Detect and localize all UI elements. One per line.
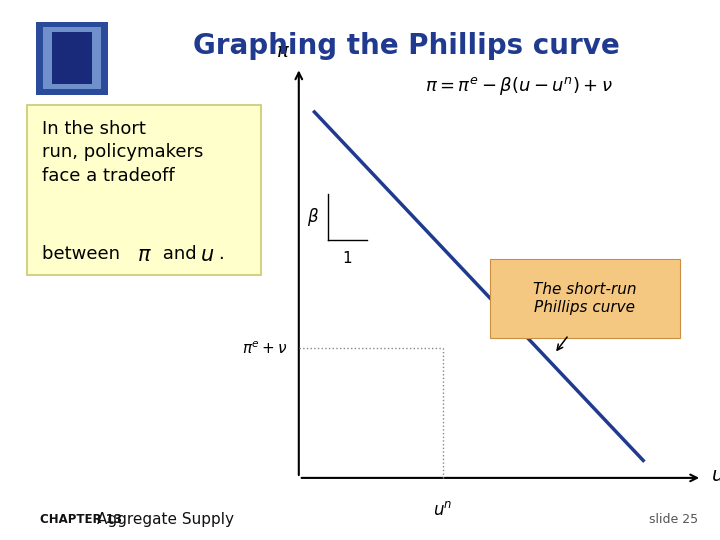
Text: $\pi^e + \nu$: $\pi^e + \nu$	[242, 340, 288, 356]
Text: .: .	[218, 245, 224, 263]
Text: run, policymakers: run, policymakers	[42, 143, 203, 161]
Text: Aggregate Supply: Aggregate Supply	[97, 512, 234, 527]
FancyBboxPatch shape	[27, 105, 261, 275]
Text: $\mathbf{\mathit{u}}^n$: $\mathbf{\mathit{u}}^n$	[433, 501, 452, 518]
Text: $\mathbf{\mathit{u}}$: $\mathbf{\mathit{u}}$	[711, 465, 720, 485]
FancyBboxPatch shape	[43, 27, 101, 89]
Text: CHAPTER 13: CHAPTER 13	[40, 513, 122, 526]
Text: $1$: $1$	[342, 250, 353, 266]
Text: In the short: In the short	[42, 119, 145, 138]
Text: Graphing the Phillips curve: Graphing the Phillips curve	[194, 32, 620, 60]
Text: slide 25: slide 25	[649, 513, 698, 526]
FancyBboxPatch shape	[36, 22, 108, 94]
Text: $\mathbf{\mathit{u}}$: $\mathbf{\mathit{u}}$	[200, 245, 215, 266]
FancyBboxPatch shape	[52, 32, 92, 84]
Text: $\pi$: $\pi$	[276, 42, 290, 61]
Text: $\beta$: $\beta$	[307, 206, 319, 228]
Text: $\pi = \pi^e - \beta(\mathbf{\mathit{u}} - \mathbf{\mathit{u}}^n) + \nu$: $\pi = \pi^e - \beta(\mathbf{\mathit{u}}…	[425, 76, 612, 97]
Text: between: between	[42, 245, 125, 263]
FancyBboxPatch shape	[490, 259, 680, 338]
Text: The short-run
Phillips curve: The short-run Phillips curve	[534, 282, 636, 314]
Text: face a tradeoff: face a tradeoff	[42, 167, 174, 185]
Text: and: and	[157, 245, 202, 263]
Text: $\pi$: $\pi$	[137, 245, 152, 266]
